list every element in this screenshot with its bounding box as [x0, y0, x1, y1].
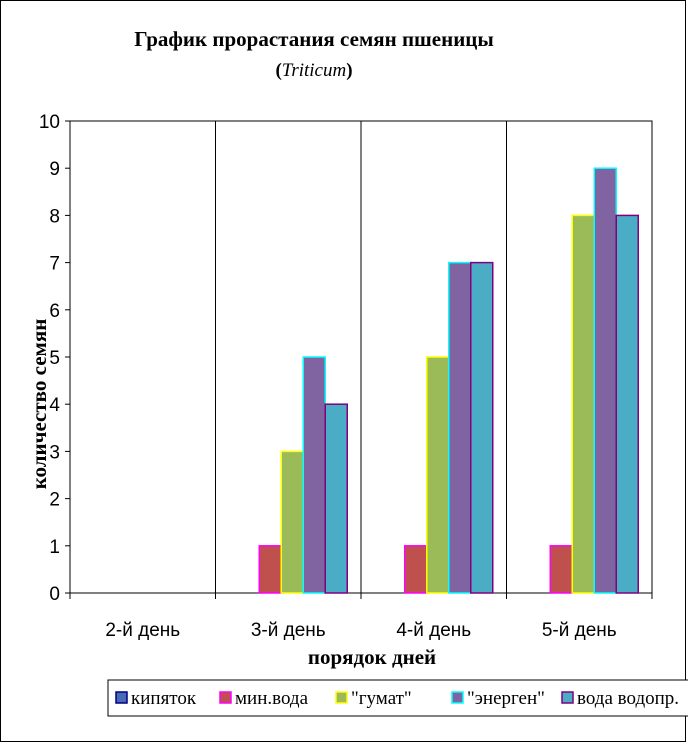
legend: кипяток мин.вода "гумат" "энерген" вода водо…: [115, 688, 679, 709]
bar: [615, 214, 639, 594]
y-tick-label: 7: [49, 254, 60, 275]
x-tick-label: 5-й день: [542, 620, 617, 641]
subtitle-latin: Triticum: [282, 60, 346, 81]
y-tick-label: 0: [49, 584, 60, 605]
y-axis-ticks: 0 1 2 3 4 5 6 7 8 9 10: [39, 112, 70, 605]
bar: [324, 403, 348, 594]
bar: [426, 356, 450, 594]
legend-label: кипяток: [131, 688, 197, 709]
legend-label: "энерген": [467, 688, 545, 709]
bar: [549, 545, 573, 594]
y-tick-label: 9: [49, 159, 60, 180]
y-tick-label: 1: [49, 537, 60, 558]
y-tick-label: 8: [49, 206, 60, 227]
y-tick-label: 10: [39, 112, 60, 133]
bar: [448, 261, 472, 594]
x-tick-label: 4-й день: [396, 620, 471, 641]
legend-swatch: [335, 691, 348, 704]
chart-title: График прорастания семян пшеницы: [134, 27, 494, 51]
y-tick-label: 4: [49, 395, 60, 416]
bars: [258, 167, 639, 594]
bar: [470, 261, 494, 594]
bar: [571, 214, 595, 594]
bar: [404, 545, 428, 594]
legend-label: мин.вода: [235, 688, 309, 709]
y-tick-label: 2: [49, 490, 60, 511]
bar: [258, 545, 282, 594]
y-tick-label: 5: [49, 348, 60, 369]
x-axis-title: порядок дней: [308, 645, 436, 669]
subtitle-open: (: [275, 60, 281, 81]
legend-swatch: [219, 691, 232, 704]
y-axis-title: количество семян: [27, 319, 51, 490]
legend-swatch: [451, 691, 464, 704]
y-tick-label: 3: [49, 442, 60, 463]
legend-label: вода водопр.: [577, 688, 679, 709]
subtitle-close: ): [346, 60, 352, 81]
legend-box: [107, 679, 688, 717]
legend-swatch: [561, 691, 574, 704]
chart-subtitle: (Triticum): [275, 60, 352, 81]
bar: [280, 450, 304, 594]
x-axis-ticks: 2-й день 3-й день 4-й день 5-й день: [69, 593, 653, 641]
y-tick-label: 6: [49, 301, 60, 322]
x-tick-label: 3-й день: [251, 620, 326, 641]
legend-label: "гумат": [351, 688, 412, 709]
bar: [302, 356, 326, 594]
bar: [593, 167, 617, 594]
legend-swatch: [115, 691, 128, 704]
grid-lines: [215, 121, 507, 593]
x-tick-label: 2-й день: [105, 620, 180, 641]
